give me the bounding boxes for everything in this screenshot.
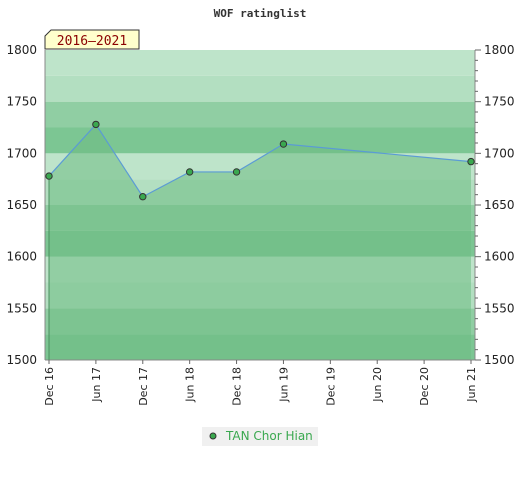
legend-marker-icon: [209, 432, 217, 440]
grid-band: [45, 50, 475, 76]
data-point: [139, 193, 147, 201]
badge-box: [44, 29, 140, 50]
x-tick-label: Jun 20: [371, 367, 384, 403]
series-area: [49, 124, 471, 361]
grid-band: [45, 101, 475, 128]
x-tick-label: Jun 18: [184, 367, 197, 403]
y-tick-label-right: 1650: [484, 198, 515, 212]
x-tick-label: Jun 17: [90, 367, 103, 403]
grid-band: [45, 127, 475, 154]
grid-band: [45, 75, 475, 102]
data-point: [467, 157, 475, 166]
y-tick-label-right: 1600: [484, 250, 515, 264]
x-tick-label: Dec 20: [418, 367, 431, 406]
data-point: [232, 168, 241, 176]
legend-label[interactable]: TAN Chor Hian: [225, 429, 313, 443]
x-tick-label: Jun 19: [277, 367, 290, 403]
x-tick-label: Dec 19: [324, 367, 337, 406]
y-tick-label-left: 1600: [6, 250, 37, 264]
x-tick-label: Dec 17: [137, 367, 150, 406]
y-tick-label-left: 1750: [6, 95, 37, 109]
x-tick-label: Dec 18: [231, 367, 244, 406]
chart-title: WOF ratinglist: [214, 7, 307, 20]
y-tick-label-left: 1800: [6, 43, 37, 57]
y-tick-label-left: 1650: [6, 198, 37, 212]
y-tick-label-right: 1550: [484, 301, 515, 315]
area-layer: [49, 124, 471, 361]
legend[interactable]: TAN Chor Hian: [202, 427, 318, 446]
x-tick-label: Dec 16: [43, 367, 56, 406]
y-tick-label-right: 1800: [484, 43, 515, 57]
x-tick-label: Jun 21: [465, 367, 478, 403]
badge-label: 2016–2021: [57, 34, 127, 49]
y-tick-label-right: 1750: [484, 95, 515, 109]
y-tick-label-left: 1550: [6, 301, 37, 315]
y-tick-label-right: 1500: [484, 353, 515, 367]
series-layer: [45, 120, 475, 360]
y-tick-label-left: 1700: [6, 146, 37, 160]
legend-box: [202, 427, 318, 446]
data-point: [92, 120, 100, 129]
y-tick-label-right: 1700: [484, 146, 515, 160]
data-point: [185, 168, 194, 176]
axes: 1500 1500 1550 1550 1600 1600 1650 1650 1700 1700…: [6, 43, 514, 406]
period-badge: 2016–2021: [44, 29, 140, 50]
data-point: [279, 140, 288, 148]
y-tick-label-left: 1500: [6, 353, 37, 367]
data-point: [45, 172, 53, 180]
